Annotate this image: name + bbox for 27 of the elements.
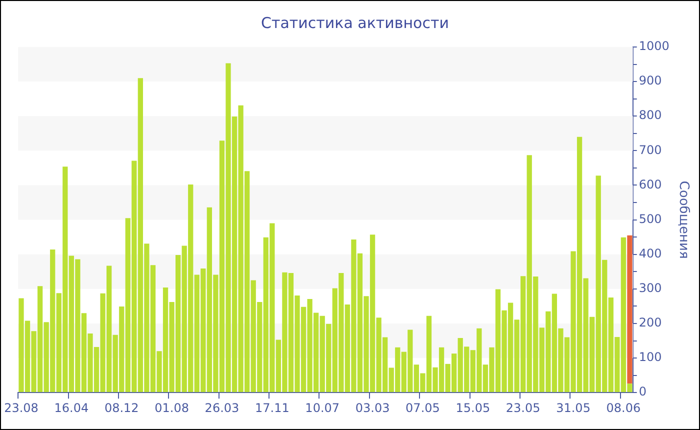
x-tick-label: 10.07 [305, 400, 340, 415]
y-tick-label: 800 [638, 108, 662, 122]
x-tick-label: 26.03 [204, 400, 240, 415]
y-tick-label: 100 [638, 350, 662, 364]
y-tick-label: 400 [638, 246, 662, 260]
chart-title: Статистика активности [261, 14, 449, 32]
x-tick-label: 15.05 [456, 400, 490, 415]
x-tick-label: 07.05 [406, 400, 440, 415]
y-tick-label: 900 [638, 74, 662, 88]
x-tick-label: 23.05 [506, 400, 540, 415]
y-axis-title: Сообщения [676, 180, 691, 259]
y-tick-label: 300 [638, 281, 662, 296]
y-tick-label: 600 [638, 177, 662, 192]
x-tick-label: 01.08 [154, 400, 189, 415]
y-tick-label: 700 [638, 142, 662, 157]
bar [627, 235, 632, 384]
x-tick-label: 08.06 [606, 400, 641, 415]
x-tick-label: 17.11 [254, 400, 290, 415]
y-tick-label: 1000 [638, 39, 670, 54]
y-tick-label: 500 [638, 212, 662, 226]
y-tick-label: 0 [638, 384, 646, 399]
x-tick-label: 16.04 [54, 400, 89, 415]
x-tick-label: 31.05 [556, 400, 590, 415]
x-tick-label: 08.12 [104, 400, 139, 415]
x-tick-label: 03.03 [355, 400, 390, 415]
x-tick-label: 23.08 [4, 400, 38, 415]
y-tick-label: 200 [638, 316, 662, 330]
